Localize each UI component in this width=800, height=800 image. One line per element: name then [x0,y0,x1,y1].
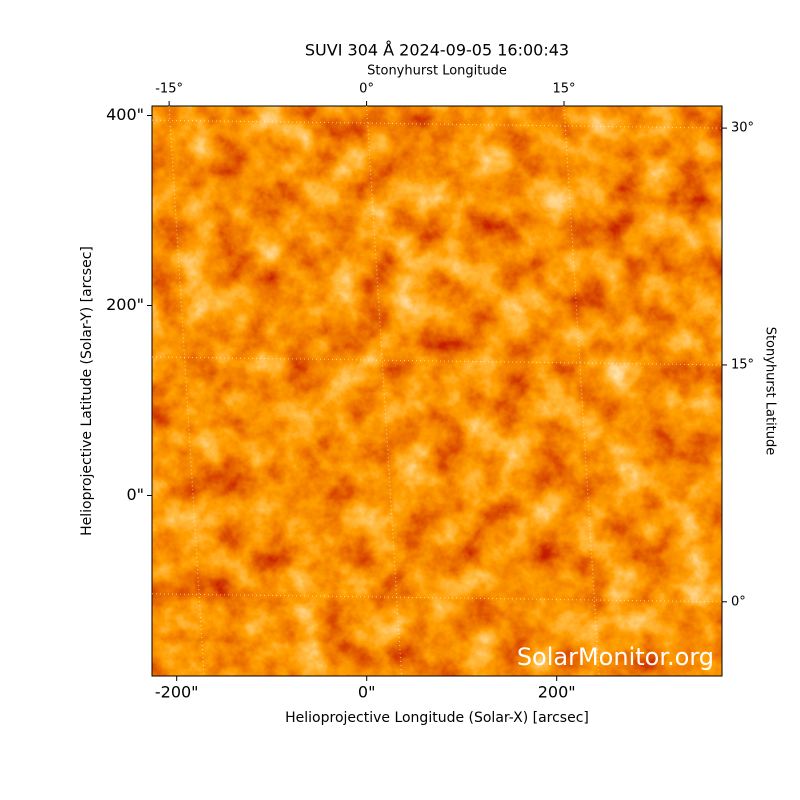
y-tick-label: 0" [126,485,144,504]
x2-label: Stonyhurst Longitude [367,64,507,79]
x2-tick-label: -15° [155,82,183,97]
x2-tick-label: 0° [359,82,374,97]
x2-tick-label: 15° [553,82,576,97]
plot-frame [151,105,723,677]
y2-tick-label: 15° [731,357,754,372]
y2-tick-label: 30° [731,121,754,136]
x-tick-label: 200" [538,683,576,702]
y-tick-label: 400" [106,105,144,124]
y2-tick-label: 0° [731,594,746,609]
solar-image [152,106,722,676]
y-tick-label: 200" [106,295,144,314]
y-label: Helioprojective Latitude (Solar-Y) [arcs… [79,246,95,536]
x-label: Helioprojective Longitude (Solar-X) [arc… [285,710,589,726]
watermark: SolarMonitor.org [517,643,714,671]
x-tick-label: -200" [155,683,199,702]
chart-title: SUVI 304 Å 2024-09-05 16:00:43 [305,41,569,60]
x-tick-label: 0" [358,683,376,702]
y2-label: Stonyhurst Latitude [763,327,778,456]
